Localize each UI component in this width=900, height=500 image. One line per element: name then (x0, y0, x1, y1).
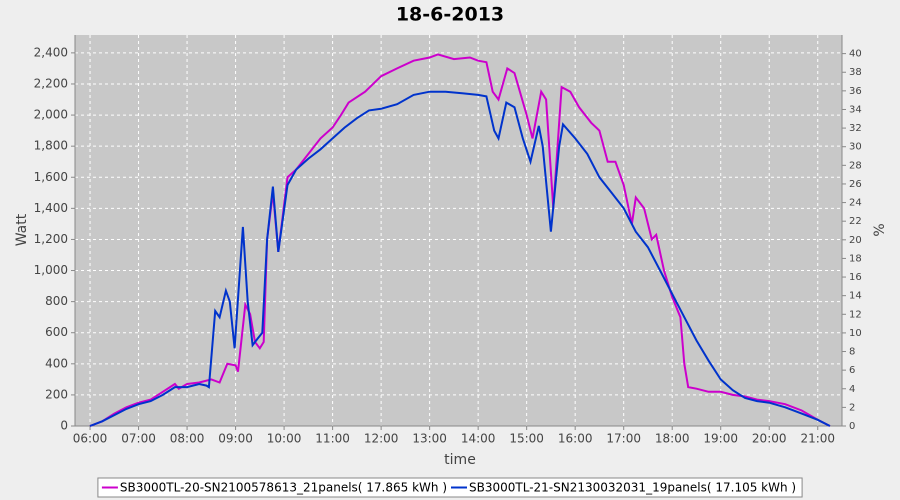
y-tick-label: 1,400 (34, 201, 68, 215)
y-tick-label: 2,400 (34, 45, 68, 59)
x-tick-label: 14:00 (461, 432, 496, 446)
x-tick-label: 13:00 (412, 432, 447, 446)
y2-tick-label: 10 (849, 328, 862, 339)
legend-box (97, 477, 803, 498)
x-tick-label: 20:00 (752, 432, 787, 446)
y-tick-label: 1,200 (34, 232, 68, 246)
y-tick-label: 0 (60, 419, 68, 433)
x-tick-label: 21:00 (800, 432, 835, 446)
y2-tick-label: 36 (849, 86, 862, 97)
legend-text: SB3000TL-20-SN2100578613_21panels( 17.86… (120, 481, 447, 495)
y2-tick-label: 20 (849, 235, 862, 246)
x-tick-label: 18:00 (655, 432, 690, 446)
y2-tick-label: 14 (849, 291, 862, 302)
y-tick-label: 2,000 (34, 108, 68, 122)
y2-tick-label: 22 (849, 216, 862, 227)
chart-title: 18-6-2013 (396, 4, 504, 26)
y2-tick-label: 26 (849, 179, 862, 190)
x-tick-label: 17:00 (606, 432, 641, 446)
y-tick-label: 200 (45, 387, 68, 401)
y2-tick-label: 38 (849, 67, 862, 78)
y2-tick-label: 18 (849, 253, 862, 264)
y2-tick-label: 32 (849, 123, 862, 134)
y-tick-label: 1,800 (34, 139, 68, 153)
y-tick-label: 2,200 (34, 76, 68, 90)
x-tick-label: 10:00 (267, 432, 302, 446)
x-tick-label: 09:00 (218, 432, 253, 446)
y2-tick-label: 2 (849, 402, 855, 413)
y2-tick-label: 6 (849, 365, 855, 376)
y2-tick-label: 30 (849, 142, 862, 153)
y-tick-label: 1,600 (34, 170, 68, 184)
y-tick-label: 1,000 (34, 263, 68, 277)
series-line (89, 90, 831, 427)
y2-tick-label: 40 (849, 49, 862, 60)
y-tick-label: 600 (45, 325, 68, 339)
x-tick-label: 16:00 (558, 432, 593, 446)
x-tick-label: 06:00 (73, 432, 108, 446)
x-tick-label: 19:00 (703, 432, 738, 446)
plot-area (75, 35, 842, 426)
y2-tick-label: 16 (849, 272, 862, 283)
x-tick-label: 07:00 (121, 432, 156, 446)
x-axis-label: time (444, 452, 476, 468)
y2-axis-label: % (872, 223, 888, 236)
y2-tick-label: 8 (849, 347, 855, 358)
y2-tick-label: 4 (849, 384, 855, 395)
y-tick-label: 800 (45, 294, 68, 308)
y2-tick-label: 0 (849, 421, 855, 432)
x-tick-label: 12:00 (364, 432, 399, 446)
series-line (89, 53, 831, 427)
x-tick-label: 15:00 (509, 432, 544, 446)
legend-text: SB3000TL-21-SN2130032031_19panels( 17.10… (469, 481, 796, 495)
y2-tick-label: 24 (849, 198, 862, 209)
x-tick-label: 11:00 (315, 432, 350, 446)
y2-tick-label: 34 (849, 104, 862, 115)
y-axis-label: Watt (14, 213, 30, 246)
x-tick-label: 08:00 (170, 432, 205, 446)
y-tick-label: 400 (45, 356, 68, 370)
y2-tick-label: 12 (849, 309, 862, 320)
y2-tick-label: 28 (849, 160, 862, 171)
